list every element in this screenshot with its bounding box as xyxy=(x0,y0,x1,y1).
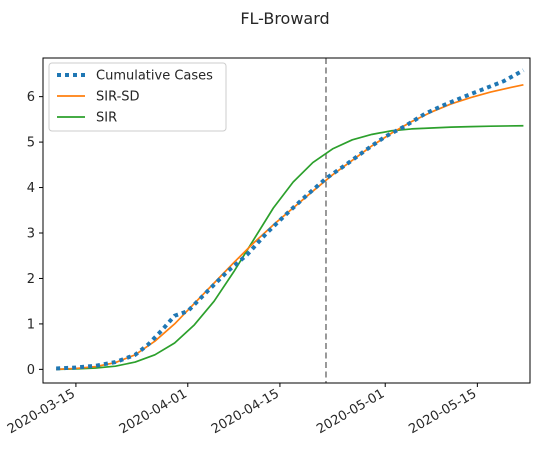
x-tick-label: 2020-03-15 xyxy=(5,386,78,437)
y-tick-label: 1 xyxy=(27,317,35,332)
x-tick-label: 2020-04-01 xyxy=(117,386,190,437)
y-tick-label: 3 xyxy=(27,227,35,242)
y-tick-label: 2 xyxy=(27,272,35,287)
series-line-sir xyxy=(56,124,524,371)
y-tick-label: 0 xyxy=(27,363,35,378)
y-tick-label: 4 xyxy=(27,181,35,196)
legend-label: SIR-SD xyxy=(96,90,140,105)
chart-title: FL-Broward xyxy=(240,9,329,28)
legend-box xyxy=(48,62,227,132)
x-tick-label: 2020-05-15 xyxy=(406,386,479,437)
plot-area xyxy=(56,58,525,383)
x-tick-label: 2020-05-01 xyxy=(314,386,387,437)
plot-frame xyxy=(42,57,531,384)
series-line-cumulative-cases xyxy=(56,68,525,371)
x-tick-label: 2020-04-15 xyxy=(209,386,282,437)
y-tick-label: 5 xyxy=(27,136,35,151)
legend: Cumulative Cases SIR-SD SIR xyxy=(48,62,227,132)
legend-label: SIR xyxy=(96,111,117,126)
y-tick-label: 6 xyxy=(27,90,35,105)
legend-label: Cumulative Cases xyxy=(96,69,213,84)
